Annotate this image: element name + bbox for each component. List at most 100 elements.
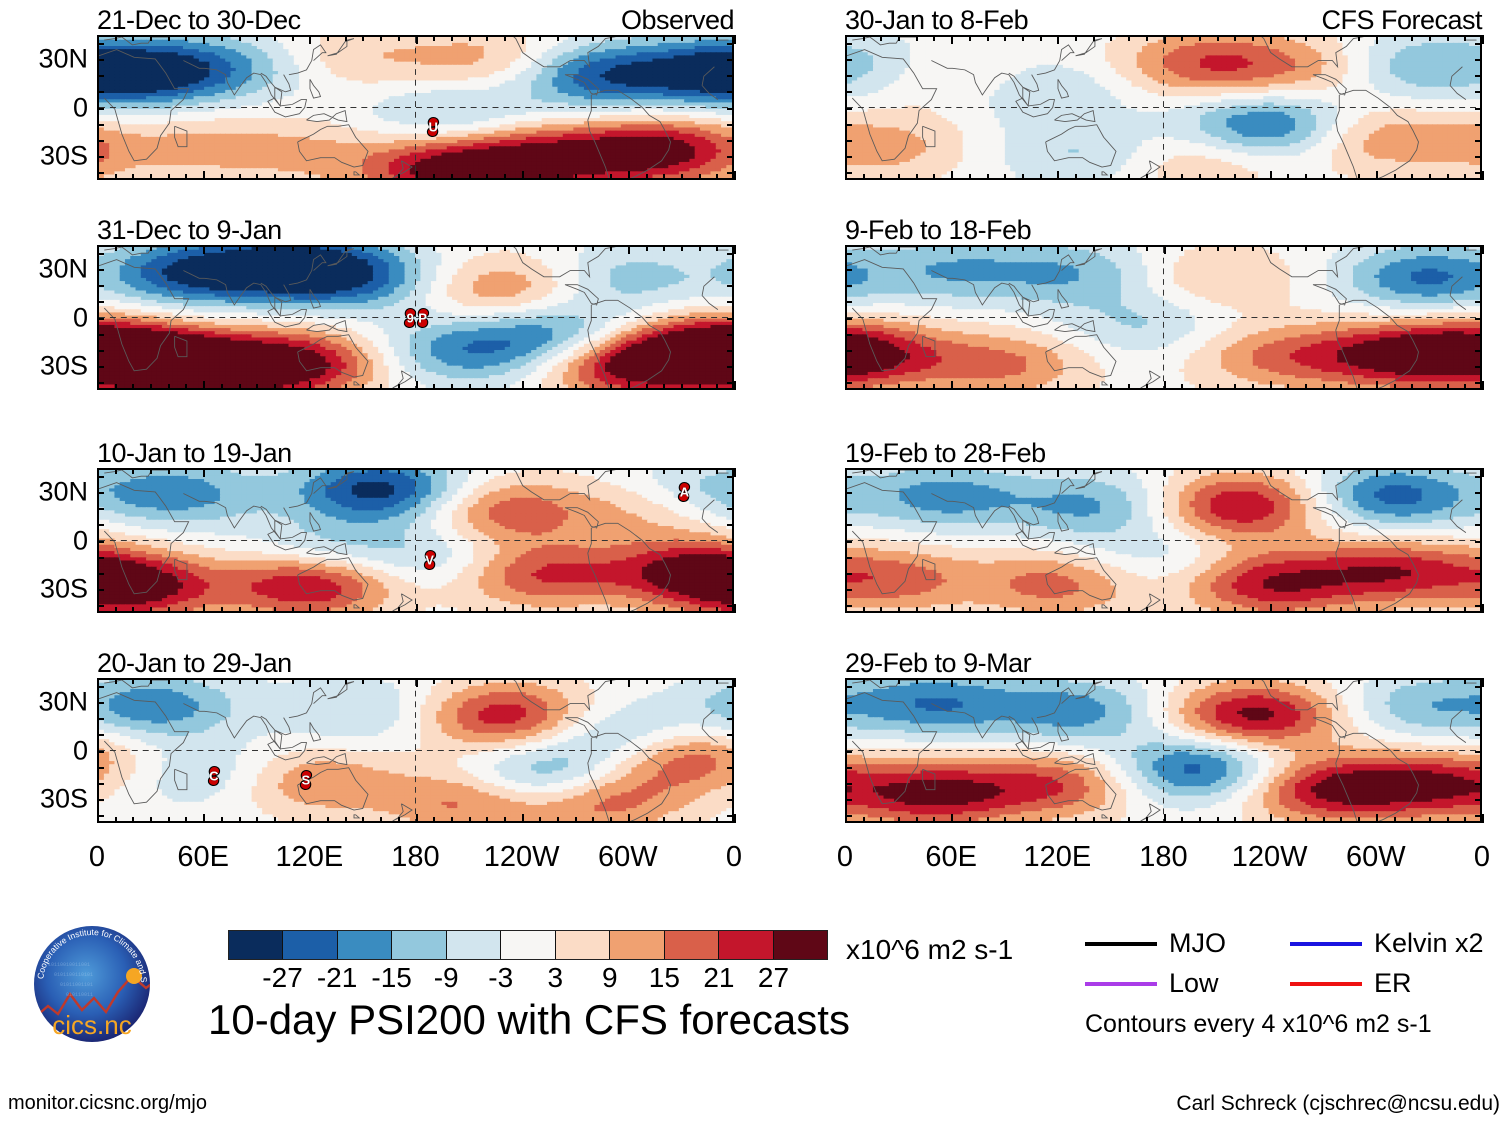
axis-tick xyxy=(450,468,453,474)
axis-tick xyxy=(1475,285,1482,288)
axis-tick xyxy=(1475,171,1482,174)
colorbar xyxy=(228,930,828,960)
axis-tick xyxy=(1475,556,1482,559)
legend-label-low: Low xyxy=(1169,968,1219,999)
axis-tick xyxy=(397,817,400,823)
axis-tick xyxy=(1305,817,1308,823)
axis-tick xyxy=(645,384,648,390)
x-tick-label: 0 xyxy=(726,841,742,874)
axis-tick xyxy=(845,798,852,801)
axis-tick xyxy=(1411,384,1414,390)
axis-tick xyxy=(610,174,613,180)
axis-tick xyxy=(539,174,542,180)
axis-tick xyxy=(845,269,852,272)
panel-title: 10-Jan to 19-Jan xyxy=(97,438,292,469)
axis-tick xyxy=(716,245,719,251)
axis-tick xyxy=(1128,468,1131,474)
colorbar-ticks: -27 -21 -15 -9 -3 3 9 15 21 27 xyxy=(228,962,828,996)
axis-tick xyxy=(733,381,736,390)
colorbar-segment xyxy=(501,931,556,959)
axis-tick xyxy=(362,468,365,474)
axis-tick xyxy=(433,384,436,390)
axis-tick xyxy=(150,468,153,474)
axis-tick xyxy=(1251,174,1254,180)
axis-tick xyxy=(468,678,471,684)
axis-tick xyxy=(327,678,330,684)
axis-tick xyxy=(716,174,719,180)
axis-tick xyxy=(680,468,683,474)
axis-tick xyxy=(716,607,719,613)
panel-title: 21-Dec to 30-Dec xyxy=(97,5,301,36)
axis-tick xyxy=(450,817,453,823)
shaded-field xyxy=(847,680,1480,821)
axis-tick xyxy=(1198,245,1201,251)
axis-tick xyxy=(1375,604,1378,613)
axis-tick xyxy=(97,91,104,94)
axis-tick xyxy=(727,492,734,495)
axis-tick xyxy=(1163,381,1166,390)
axis-tick xyxy=(845,766,852,769)
axis-tick xyxy=(592,384,595,390)
axis-tick xyxy=(132,468,135,474)
axis-tick xyxy=(1475,734,1482,737)
axis-tick xyxy=(663,607,666,613)
axis-tick xyxy=(1128,384,1131,390)
axis-tick xyxy=(845,476,852,479)
axis-tick xyxy=(1251,35,1254,41)
colorbar-segment xyxy=(719,931,774,959)
axis-tick xyxy=(1110,678,1113,684)
axis-tick xyxy=(1475,91,1482,94)
axis-tick xyxy=(1464,607,1467,613)
axis-tick xyxy=(1464,678,1467,684)
axis-tick xyxy=(415,678,418,687)
shaded-field xyxy=(99,680,732,821)
colorbar-tick-label: -15 xyxy=(371,962,411,994)
axis-tick xyxy=(97,782,104,785)
axis-tick xyxy=(486,817,489,823)
axis-tick xyxy=(1305,35,1308,41)
cyclone-symbol xyxy=(427,116,440,137)
axis-tick xyxy=(380,607,383,613)
axis-tick xyxy=(97,381,99,390)
ylabel-30s: 30S xyxy=(40,350,88,381)
axis-tick xyxy=(273,245,276,251)
map-plot-area xyxy=(845,35,1482,180)
axis-tick xyxy=(486,607,489,613)
axis-tick xyxy=(1475,155,1482,158)
axis-tick xyxy=(1287,35,1290,41)
axis-tick xyxy=(1475,540,1482,543)
axis-tick xyxy=(1428,607,1431,613)
axis-tick xyxy=(845,556,852,559)
axis-tick xyxy=(1234,35,1237,41)
axis-tick xyxy=(1464,245,1467,251)
axis-tick xyxy=(1163,678,1166,687)
axis-tick xyxy=(327,817,330,823)
axis-tick xyxy=(397,245,400,251)
axis-tick xyxy=(503,468,506,474)
axis-tick xyxy=(1057,678,1060,687)
axis-tick xyxy=(845,75,852,78)
map-panel: 20-Jan to 29-Jan 30N 0 30S C S xyxy=(38,648,736,823)
axis-tick xyxy=(327,174,330,180)
axis-tick xyxy=(1475,75,1482,78)
axis-tick xyxy=(1428,817,1431,823)
axis-tick xyxy=(862,468,865,474)
axis-tick xyxy=(915,468,918,474)
axis-tick xyxy=(273,174,276,180)
cyclone-symbol xyxy=(299,769,312,790)
axis-tick xyxy=(521,604,524,613)
axis-tick xyxy=(1057,814,1060,823)
axis-tick xyxy=(433,607,436,613)
axis-tick xyxy=(716,468,719,474)
axis-tick xyxy=(698,384,701,390)
map-panel: 19-Feb to 28-Feb xyxy=(845,438,1484,613)
axis-tick xyxy=(698,174,701,180)
axis-tick xyxy=(1269,171,1272,180)
axis-tick xyxy=(1128,817,1131,823)
main-title: 10-day PSI200 with CFS forecasts xyxy=(208,996,850,1044)
axis-tick xyxy=(1287,245,1290,251)
axis-tick xyxy=(680,678,683,684)
axis-tick xyxy=(1039,35,1042,41)
axis-tick xyxy=(185,35,188,41)
axis-tick xyxy=(727,43,734,46)
